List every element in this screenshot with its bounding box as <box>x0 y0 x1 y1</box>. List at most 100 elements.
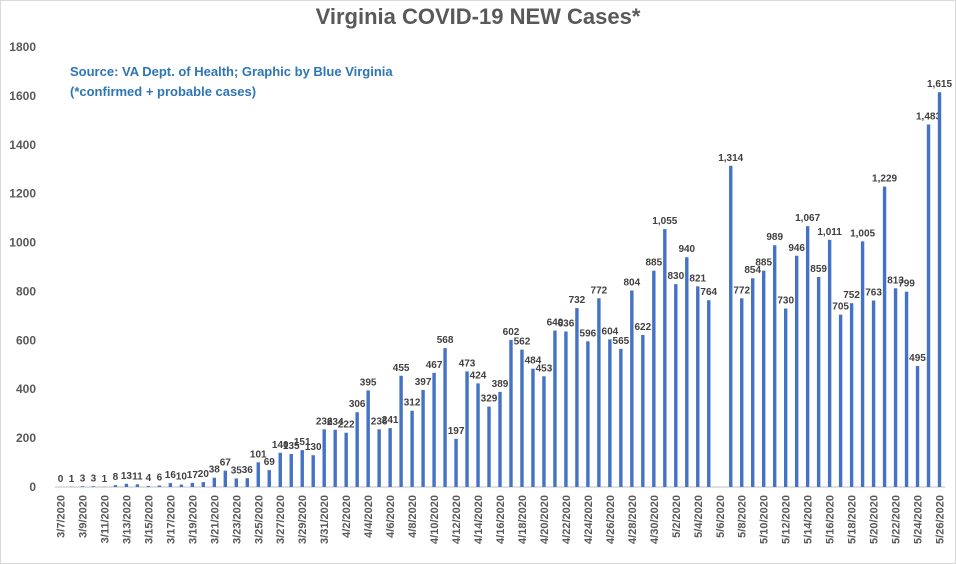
bar <box>751 278 755 487</box>
bar <box>641 334 645 487</box>
data-label: 424 <box>470 370 487 381</box>
bar <box>871 300 876 487</box>
bar <box>80 486 85 487</box>
y-tick-label: 1400 <box>9 138 36 152</box>
bar <box>300 450 304 487</box>
data-label: 135 <box>283 441 300 452</box>
bar <box>564 331 568 487</box>
bar <box>882 186 887 488</box>
x-tick-label: 4/12/2020 <box>451 495 463 544</box>
bar <box>333 429 337 487</box>
bar <box>476 383 480 487</box>
bar <box>937 92 942 487</box>
x-tick-label: 5/22/2020 <box>891 495 903 544</box>
data-label: 752 <box>843 290 860 301</box>
bar <box>794 255 799 487</box>
data-label: 495 <box>909 353 926 364</box>
x-tick-label: 5/16/2020 <box>825 495 837 544</box>
bar <box>849 303 854 487</box>
bar <box>740 298 744 487</box>
data-label: 222 <box>338 420 355 431</box>
data-label: 151 <box>294 437 311 448</box>
x-tick-label: 5/12/2020 <box>781 495 793 544</box>
bar <box>729 165 733 488</box>
bar <box>223 470 228 487</box>
y-tick-label: 0 <box>29 480 36 494</box>
data-label: 16 <box>165 470 177 481</box>
data-label: 484 <box>525 356 542 367</box>
bar <box>619 348 623 487</box>
data-label: 130 <box>305 442 322 453</box>
bar <box>388 428 392 487</box>
bar <box>860 241 865 487</box>
bar <box>410 410 414 487</box>
bar <box>124 483 129 487</box>
x-tick-label: 3/21/2020 <box>209 495 221 544</box>
annotation: (*confirmed + probable cases) <box>70 84 256 99</box>
x-tick-label: 4/18/2020 <box>517 495 529 544</box>
bar <box>707 300 711 487</box>
bar <box>586 341 590 487</box>
x-tick-label: 5/6/2020 <box>715 495 727 538</box>
x-tick-label: 3/19/2020 <box>187 495 199 544</box>
bar <box>91 486 96 487</box>
data-label: 705 <box>832 302 849 313</box>
data-label: 799 <box>898 279 915 290</box>
chart-title: Virginia COVID-19 NEW Cases* <box>316 4 641 29</box>
bar <box>146 486 151 487</box>
data-label: 69 <box>264 457 276 468</box>
bar <box>201 482 206 487</box>
bar <box>652 270 656 487</box>
data-label: 467 <box>426 360 443 371</box>
data-label: 565 <box>613 336 630 347</box>
y-tick-label: 1600 <box>9 89 36 103</box>
data-label: 562 <box>514 337 531 348</box>
bar <box>212 477 217 487</box>
data-label: 236 <box>316 416 333 427</box>
bar <box>663 229 667 487</box>
data-label: 6 <box>157 473 163 484</box>
data-label: 3 <box>80 473 86 484</box>
x-tick-label: 4/6/2020 <box>385 495 397 538</box>
bar <box>893 288 898 487</box>
bar <box>542 376 546 487</box>
data-label: 1,314 <box>718 153 743 164</box>
data-label: 1,229 <box>872 174 897 185</box>
data-label: 636 <box>558 319 575 330</box>
data-label: 989 <box>766 232 783 243</box>
data-label: 35 <box>231 465 243 476</box>
bar <box>509 339 513 487</box>
bar <box>432 372 436 487</box>
bar <box>805 226 810 487</box>
data-label: 197 <box>448 426 465 437</box>
x-tick-label: 4/14/2020 <box>473 495 485 544</box>
bar <box>289 454 293 487</box>
data-label: 234 <box>327 417 344 428</box>
data-label: 395 <box>360 377 377 388</box>
x-tick-label: 3/13/2020 <box>121 495 133 544</box>
data-label: 804 <box>624 277 641 288</box>
bar <box>421 389 425 487</box>
data-label: 397 <box>415 377 432 388</box>
x-tick-label: 4/16/2020 <box>495 495 507 544</box>
x-tick-label: 4/26/2020 <box>605 495 617 544</box>
data-label: 764 <box>700 287 717 298</box>
x-tick-label: 3/23/2020 <box>231 495 243 544</box>
data-label: 241 <box>382 415 399 426</box>
x-tick-label: 3/29/2020 <box>297 495 309 544</box>
bar <box>904 291 909 487</box>
data-label: 1,067 <box>795 213 820 224</box>
data-label: 813 <box>887 275 904 286</box>
data-label: 67 <box>220 458 232 469</box>
bar <box>762 270 766 487</box>
data-label: 1,615 <box>927 79 952 90</box>
x-tick-label: 5/2/2020 <box>671 495 683 538</box>
bar <box>113 485 118 487</box>
data-label: 1,483 <box>916 111 941 122</box>
bar <box>608 339 612 487</box>
bar <box>915 366 920 487</box>
data-label: 940 <box>678 244 695 255</box>
bar <box>355 412 359 487</box>
bar <box>399 375 403 487</box>
